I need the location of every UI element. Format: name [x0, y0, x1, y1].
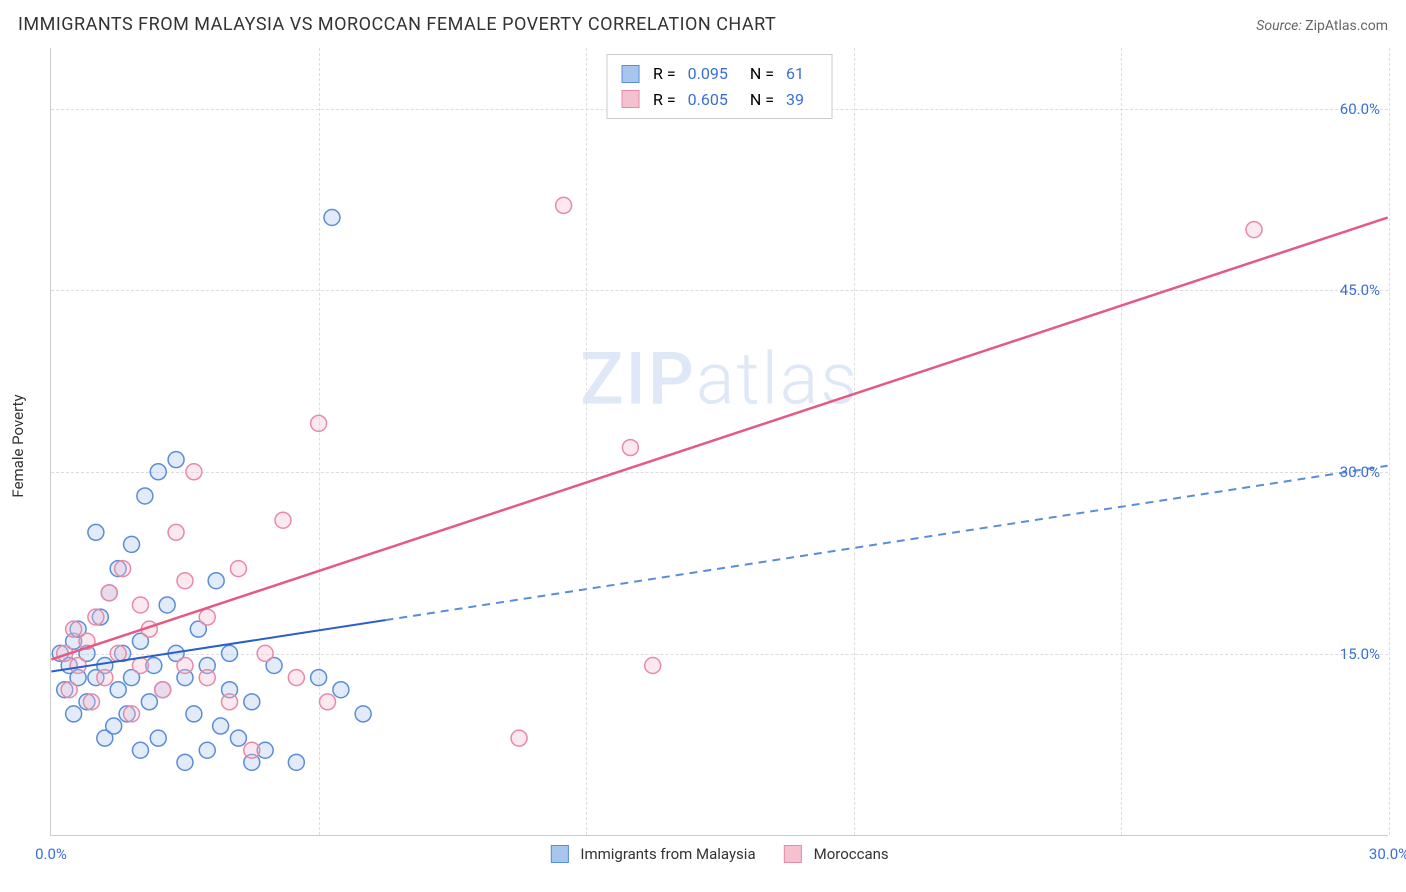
chart-svg — [51, 48, 1388, 835]
chart-header: IMMIGRANTS FROM MALAYSIA VS MOROCCAN FEM… — [18, 14, 1388, 35]
legend-item-malaysia: Immigrants from Malaysia — [550, 845, 755, 863]
legend-swatch-moroccans-bottom — [784, 845, 802, 863]
legend-stats-row-2: R = 0.605 N = 39 — [621, 87, 818, 113]
legend-stats-box: R = 0.095 N = 61 R = 0.605 N = 39 — [606, 54, 833, 119]
source-attribution: Source: ZipAtlas.com — [1256, 18, 1388, 34]
r-label: R = — [653, 61, 676, 87]
r-value-malaysia: 0.095 — [688, 61, 728, 87]
n-value-moroccans: 39 — [786, 87, 804, 113]
r-value-moroccans: 0.605 — [688, 87, 728, 113]
n-value-malaysia: 61 — [786, 61, 804, 87]
y-tick-label: 60.0% — [1340, 100, 1380, 118]
plot-area: ZIPatlas R = 0.095 N = 61 R = 0.605 N = … — [50, 48, 1388, 836]
legend-swatch-malaysia — [621, 65, 639, 83]
legend-label-moroccans: Moroccans — [814, 845, 889, 863]
source-value: ZipAtlas.com — [1305, 18, 1388, 34]
chart-title: IMMIGRANTS FROM MALAYSIA VS MOROCCAN FEM… — [18, 14, 776, 35]
n-label: N = — [750, 61, 774, 87]
legend-stats-row-1: R = 0.095 N = 61 — [621, 61, 818, 87]
legend-item-moroccans: Moroccans — [784, 845, 889, 863]
x-tick-label: 30.0% — [1369, 845, 1406, 863]
n-label: N = — [750, 87, 774, 113]
legend-swatch-malaysia-bottom — [550, 845, 568, 863]
source-label: Source: — [1256, 18, 1301, 34]
legend-swatch-moroccans — [621, 90, 639, 108]
y-axis-label: Female Poverty — [9, 394, 27, 497]
chart-container: IMMIGRANTS FROM MALAYSIA VS MOROCCAN FEM… — [0, 0, 1406, 892]
legend-label-malaysia: Immigrants from Malaysia — [580, 845, 755, 863]
r-label: R = — [653, 87, 676, 113]
watermark: ZIPatlas — [580, 336, 859, 421]
y-tick-label: 45.0% — [1340, 281, 1380, 299]
legend-bottom: Immigrants from Malaysia Moroccans — [550, 845, 888, 863]
y-tick-label: 30.0% — [1340, 463, 1380, 481]
y-tick-label: 15.0% — [1340, 645, 1380, 663]
x-tick-label: 0.0% — [35, 845, 67, 863]
